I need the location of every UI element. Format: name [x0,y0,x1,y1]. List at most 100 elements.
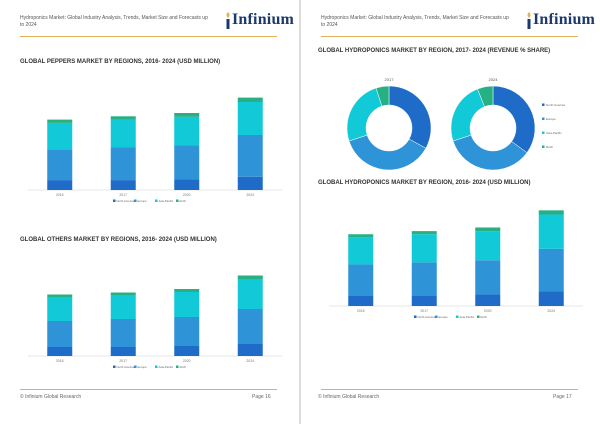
bar-segment-2024-3 [237,275,263,279]
donut-year-label: 2024 [489,77,499,82]
donut-slice-2024-0 [492,85,536,154]
x-tick-label: 2017 [420,309,428,313]
bar-segment-2024-0 [538,291,564,306]
bar-segment-2017-2 [110,295,136,319]
x-tick-label: 2024 [547,309,555,313]
bar-segment-2024-2 [237,102,263,135]
donut-slice-2017-1 [348,134,427,171]
bar-segment-2017-0 [110,347,136,356]
bar-segment-2017-3 [110,116,136,120]
bar-segment-2020-1 [475,260,501,295]
legend-label: Europe [546,117,556,121]
legend-label: RoW [481,315,488,319]
bar-segment-2016-1 [47,149,73,181]
bar-segment-2016-2 [47,122,73,150]
donut-slice-2017-3 [375,85,390,107]
legend-swatch [155,365,158,368]
bar-segment-2016-3 [47,119,73,123]
bar-segment-2017-1 [110,319,136,347]
logo-mark-icon [226,12,230,29]
bar-segment-2020-1 [174,317,200,346]
chart-title-share: GLOBAL HYDROPONICS MARKET BY REGION, 201… [318,48,551,54]
legend-label: North America [418,315,436,319]
bar-segment-2020-3 [475,227,501,232]
legend-label: Asia-Pacific [159,199,174,203]
bar-segment-2020-0 [174,346,200,356]
x-tick-label: 2020 [183,193,191,197]
page-header: Hydroponics Market: Global Industry Anal… [20,15,208,28]
bar-segment-2016-3 [348,234,374,238]
bar-segment-2017-3 [411,231,437,235]
header-rule [20,36,277,37]
bar-segment-2020-3 [174,113,200,117]
chart-title-hydroponics: GLOBAL HYDROPONICS MARKET BY REGION, 201… [318,180,531,186]
page-header: Hydroponics Market: Global Industry Anal… [321,15,509,28]
chart-title-peppers: GLOBAL PEPPERS MARKET BY REGIONS, 2016- … [20,59,221,65]
footer-page-number: Page 16 [252,394,271,400]
x-tick-label: 2017 [119,359,127,363]
peppers-stacked-bar-chart: 2016 2017 2020 2024 North America Europe Asia-… [28,97,282,203]
bar-segment-2016-1 [348,264,374,296]
legend-swatch [414,315,417,318]
infinium-logo: Infinium [524,11,595,33]
x-tick-label: 2020 [183,359,191,363]
hydroponics-stacked-bar-chart: 2016 2017 2020 2024 North America Europe Asia-… [329,210,583,319]
legend-label: Asia-Pacific [460,315,475,319]
legend-label: Europe [439,315,448,319]
legend-label: Asia-Pacific [159,365,174,369]
legend-swatch [477,315,480,318]
bar-segment-2024-1 [237,309,263,344]
legend-swatch [113,365,116,368]
legend-swatch [134,199,137,202]
bar-segment-2020-2 [174,116,200,146]
bar-segment-2017-2 [110,119,136,148]
chart-title-others: GLOBAL OTHERS MARKET BY REGIONS, 2016- 2… [20,237,217,243]
bar-segment-2017-1 [110,147,136,181]
donut-slice-2024-3 [477,85,494,107]
bar-segment-2024-2 [237,279,263,309]
bar-segment-2016-0 [47,180,73,190]
footer-rule [20,389,277,390]
x-tick-label: 2016 [56,193,64,197]
others-stacked-bar-chart: 2016 2017 2020 2024 North America Europe Asia-… [28,275,282,369]
footer-rule [321,389,578,390]
bar-segment-2020-0 [174,179,200,190]
share-donut-charts: 2017 2024 North America Europe Asia-Pacific R… [346,77,565,171]
x-tick-label: 2017 [119,193,127,197]
bar-segment-2020-2 [475,231,501,261]
footer-copyright: © Infinium Global Research [318,394,380,400]
legend-swatch [542,117,545,120]
legend-label: RoW [546,145,553,149]
legend-swatch [542,145,545,148]
bar-segment-2016-0 [348,295,374,306]
x-tick-label: 2016 [56,359,64,363]
legend-label: Asia-Pacific [546,131,562,135]
header-rule [321,36,578,37]
infinium-logo: Infinium [223,11,294,33]
legend-swatch [456,315,459,318]
bar-segment-2024-3 [538,210,564,215]
legend-swatch [113,199,116,202]
legend-swatch [134,365,137,368]
bar-segment-2024-3 [237,97,263,102]
donut-year-label: 2017 [385,77,395,82]
donut-slice-2017-2 [346,87,383,142]
donut-slice-2024-2 [450,88,485,142]
bar-segment-2024-2 [538,214,564,249]
bar-segment-2024-1 [538,248,564,292]
bar-segment-2020-2 [174,292,200,317]
legend-swatch [542,131,545,134]
bar-segment-2017-0 [411,295,437,306]
page-16: Hydroponics Market: Global Industry Anal… [0,0,299,424]
bar-segment-2016-3 [47,294,73,297]
legend-label: North America [546,103,565,107]
bar-segment-2024-0 [237,176,263,190]
legend-swatch [176,365,179,368]
bar-segment-2016-2 [47,297,73,321]
legend-label: Europe [138,365,147,369]
bar-segment-2016-0 [47,347,73,356]
bar-segment-2024-1 [237,135,263,177]
bar-segment-2017-3 [110,292,136,295]
legend-label: North America [117,199,135,203]
legend-label: North America [117,365,135,369]
